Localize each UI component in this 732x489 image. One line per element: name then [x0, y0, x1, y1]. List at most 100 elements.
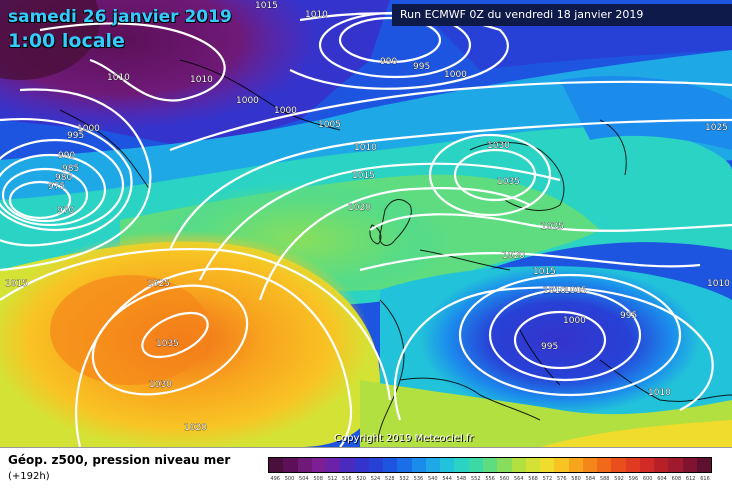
scale-swatch [611, 458, 626, 472]
scale-tick-label: 584 [585, 476, 596, 482]
isobar-label: 1020 [348, 203, 371, 213]
isobar-1010-north [39, 22, 226, 102]
scale-swatch [682, 458, 697, 472]
isobars [0, 11, 732, 447]
scale-swatch [440, 458, 455, 472]
isobar-label: 995 [413, 62, 430, 72]
isobar-high-1035 [453, 148, 537, 202]
scale-swatch [397, 458, 412, 472]
scale-tick-label: 564 [513, 476, 524, 482]
isobar-label: 1005 [564, 286, 587, 296]
isobar-label: 1010 [107, 73, 130, 83]
scale-tick-label: 560 [499, 476, 510, 482]
isobar-label: 975 [48, 182, 65, 192]
isobar-label: 995 [541, 342, 558, 352]
scale-swatch [696, 458, 712, 472]
scale-tick-label: 496 [270, 476, 280, 482]
scale-swatch [525, 458, 541, 472]
scale-swatch [354, 458, 369, 472]
isobar-990-north [338, 16, 442, 64]
scale-tick-label: 580 [571, 476, 581, 482]
scale-tick-label: 600 [642, 476, 653, 482]
isobar-label: 1015 [255, 1, 278, 11]
scale-swatch [639, 458, 655, 472]
isobar-label: 1005 [318, 120, 341, 130]
isobar-label: 980 [55, 173, 72, 183]
weather-map: 1015 1010 990 995 1000 1010 1010 1000 10… [0, 0, 732, 447]
map-canvas: 1015 1010 990 995 1000 1010 1010 1000 10… [0, 0, 732, 447]
scale-tick-label: 616 [700, 476, 710, 482]
scale-swatch [597, 458, 612, 472]
scale-swatch [554, 458, 569, 472]
coast-scandinavia [469, 142, 565, 211]
scale-swatch [311, 458, 327, 472]
isobar-low-1000 [0, 88, 152, 272]
isobar-label: 1020 [502, 251, 525, 261]
isobar-label: 1020 [184, 423, 207, 433]
scale-swatch [668, 458, 683, 472]
color-scale: 496 500 504 508 512 516 520 524 528 532 536 540 544 5… [268, 457, 712, 485]
scale-tick-label: 532 [399, 476, 409, 482]
isobar-low-990 [0, 138, 125, 232]
scale-tick-label: 516 [342, 476, 352, 482]
scale-tick-label: 588 [599, 476, 610, 482]
scale-swatch [269, 458, 284, 472]
scale-swatch [283, 458, 298, 472]
scale-tick-label: 612 [685, 476, 696, 482]
isobar-1020-mid [258, 187, 531, 301]
isobar-label: 1015 [5, 279, 28, 289]
scale-tick-label: 540 [428, 476, 438, 482]
isobar-label: 1010 [543, 286, 566, 296]
isobar-cold-1005 [458, 273, 682, 397]
isobar-label: 990 [380, 57, 397, 67]
isobar-label: 990 [58, 151, 75, 161]
color-scale-ticks: 496 500 504 508 512 516 520 524 528 532 536 540 544 5… [268, 473, 712, 485]
scale-tick-label: 520 [356, 476, 366, 482]
field-east-blue [560, 76, 732, 150]
isobar-label: 1010 [190, 75, 213, 85]
scale-tick-label: 524 [370, 476, 381, 482]
isobar-label: 995 [67, 131, 84, 141]
field-dark-corner [0, 0, 100, 80]
isobar-label: 1035 [156, 339, 179, 349]
coast-greenland [59, 109, 151, 191]
isobar-1020-east [359, 252, 701, 272]
coast-north-sea [419, 249, 511, 271]
scale-swatch [511, 458, 526, 472]
isobar-cold-1010 [393, 286, 714, 421]
scale-swatch [425, 458, 441, 472]
isobar-high-1035-west [141, 311, 209, 359]
scale-tick-label: 544 [442, 476, 452, 482]
coast-med-north [399, 377, 541, 421]
scale-tick-label: 548 [456, 476, 467, 482]
scale-tick-label: 508 [313, 476, 323, 482]
legend-subtitle: (+192h) [8, 471, 50, 482]
isobar-label: 1025 [705, 123, 728, 133]
scale-tick-label: 604 [657, 476, 667, 482]
isobar-label: 1000 [274, 106, 297, 116]
isobar-label: 1000 [236, 96, 259, 106]
isobar-label: 1000 [563, 316, 586, 326]
isobar-label: 1010 [354, 143, 377, 153]
isobar-cold-1000 [488, 288, 642, 382]
scale-tick-label: 576 [556, 476, 567, 482]
isobar-1015-mid [199, 162, 561, 281]
scale-tick-label: 512 [327, 476, 338, 482]
color-scale-swatches [268, 457, 712, 473]
coast-britain [379, 199, 412, 246]
scale-swatch [411, 458, 426, 472]
scale-tick-label: 568 [528, 476, 538, 482]
forecast-date: samedi 26 janvier 2019 [8, 7, 232, 27]
scale-swatch [568, 458, 583, 472]
scale-tick-label: 556 [485, 476, 495, 482]
scale-tick-label: 572 [542, 476, 553, 482]
scale-swatch [340, 458, 355, 472]
scale-swatch [297, 458, 312, 472]
scale-swatch [497, 458, 512, 472]
scale-swatch [482, 458, 498, 472]
isobar-label: 970 [57, 206, 74, 216]
scale-tick-label: 552 [470, 476, 481, 482]
scale-swatch [468, 458, 483, 472]
scale-swatch [654, 458, 669, 472]
legend-bar: Géop. z500, pression niveau mer (+192h) … [0, 447, 732, 489]
